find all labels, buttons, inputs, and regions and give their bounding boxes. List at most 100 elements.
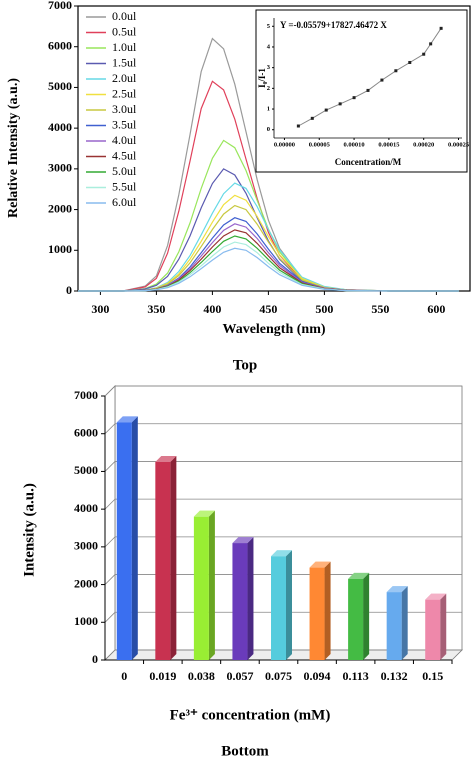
inset-box [255,9,468,173]
bar [425,599,441,660]
point [310,116,314,120]
series-line [78,229,459,292]
legend-label: 2.0ul [112,71,137,85]
x-tick-label: 0.15 [422,669,443,683]
x-tick-label: 0.00020 [413,141,434,148]
bar [155,462,171,660]
series-line [298,28,442,127]
legend-label: 0.5ul [112,24,137,38]
y-tick-label: 0 [92,652,98,666]
point [296,124,300,128]
bar-side-shade [170,456,177,660]
grid-line [104,574,462,585]
x-tick-label: 0.057 [226,669,253,683]
x-tick-label: 0.132 [381,669,408,683]
bar-side [363,572,370,660]
grid-line [104,423,462,434]
bar-side-shade [131,416,138,660]
bar-top-shade [232,537,254,544]
bar-top-shade [271,550,292,557]
y-tick-label: 1 [267,106,270,113]
bar-top-shade [309,561,331,568]
x-axis-label: Wavelength (nm) [222,322,325,337]
y-tick-label: 5000 [48,79,72,93]
bar-top-shade [193,510,215,517]
point [429,42,433,46]
plot-frame [77,5,471,292]
bar-side [401,586,408,660]
y-tick-label: 1000 [74,614,98,628]
bar-top [309,561,331,568]
x-tick-label: 350 [147,302,165,316]
bar [193,516,209,660]
legend-label: 4.5ul [112,148,137,162]
bar-side [324,561,331,660]
legend-label: 6.0ul [112,195,137,209]
point [422,52,426,56]
y-tick-label: 0 [267,126,270,133]
x-axis-label: Concentration/M [335,157,402,167]
x-tick-label: 300 [91,302,109,316]
y-tick-label: 7000 [74,388,98,402]
x-axis-label: Fe³⁺ concentration (mM) [170,707,331,723]
bar [116,422,132,660]
y-tick-label: 2000 [48,201,72,215]
x-tick-label: 0.038 [188,669,215,683]
y-tick-label: 1000 [48,242,72,256]
bar-top-shade [386,586,408,593]
y-tick-label: 4000 [48,120,72,134]
bar-side [286,550,292,660]
bar-side [131,416,138,660]
bar-top [425,593,447,600]
bar [271,556,286,660]
x-tick-label: 600 [427,302,445,316]
bar-side-shade [440,593,447,660]
legend-label: 3.5ul [112,117,137,131]
x-tick-label: 450 [259,302,277,316]
x-tick-label: 0.094 [304,669,331,683]
side-wall [104,385,116,661]
x-tick-label: 0.019 [149,669,176,683]
point [439,26,443,30]
inset-equation: Y =-0.05579+17827.46472 X [280,20,387,30]
bar-side-shade [363,572,370,660]
legend-label: 4.0ul [112,133,137,147]
y-axis-label: Intensity (a.u.) [21,483,37,577]
series-line [78,223,459,292]
y-tick-label: 7000 [48,0,72,12]
bar-side-shade [324,561,331,660]
bar-top-shade [425,593,447,600]
y-tick-label: 5 [267,23,271,30]
grid-line [104,498,462,510]
grid-line [104,649,462,661]
y-tick-label: 2 [267,85,270,92]
point [352,96,356,100]
bar-top [386,586,408,593]
y-tick-label: 3000 [48,161,72,175]
y-tick-label: 4 [267,43,271,50]
x-tick-label: 0 [121,669,127,683]
y-tick-label: 5000 [74,463,98,477]
x-tick-label: 0.00010 [344,141,365,148]
point [408,60,412,64]
x-tick-label: 0.00025 [448,141,470,148]
bar-side-shade [208,510,215,660]
x-tick-label: 400 [203,302,221,316]
x-tick-label: 550 [371,302,389,316]
bar-side [247,537,254,660]
bar [348,578,364,660]
legend-label: 5.0ul [112,164,137,178]
point [380,78,384,82]
bar-side [170,456,177,660]
y-tick-label: 4000 [74,501,98,515]
y-tick-label: 6000 [74,425,98,439]
bar-side [440,593,447,660]
bar-top [193,510,215,517]
bar-side-shade [401,586,408,660]
legend-label: 1.5ul [112,55,137,69]
bar-top [232,537,254,544]
bar [309,567,325,660]
y-tick-label: 3 [267,64,271,71]
bar [386,592,402,660]
